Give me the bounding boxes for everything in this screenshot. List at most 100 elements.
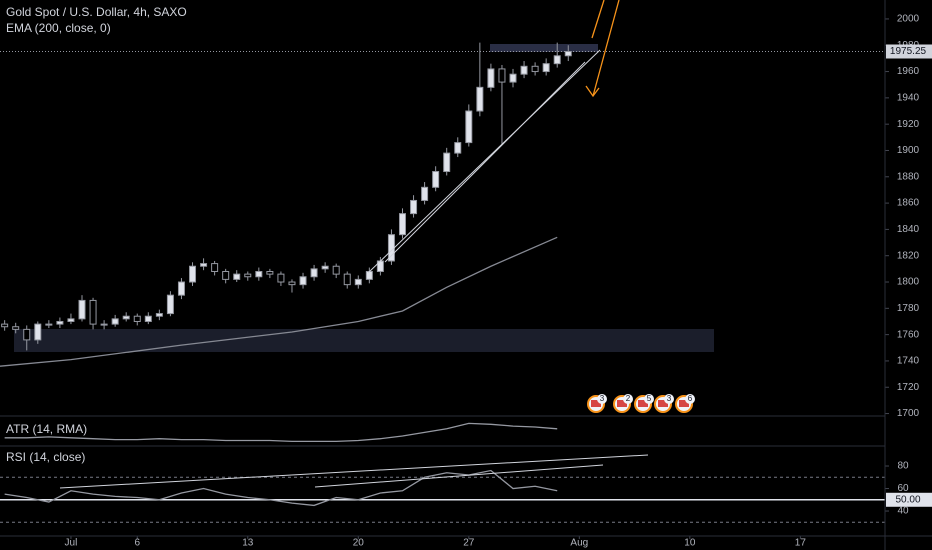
zone bbox=[14, 329, 714, 352]
candle-body bbox=[200, 263, 208, 267]
candle-body bbox=[155, 313, 163, 317]
event-badge bbox=[685, 394, 695, 404]
x-tick-label: 13 bbox=[242, 538, 254, 549]
x-tick-label: 20 bbox=[353, 538, 365, 549]
candle-body bbox=[133, 315, 141, 322]
y-tick-label: 1880 bbox=[897, 171, 920, 182]
y-tick-label: 1700 bbox=[897, 408, 920, 419]
y-tick-label: 40 bbox=[897, 506, 909, 517]
y-tick-label: 1840 bbox=[897, 224, 920, 235]
candle-body bbox=[1, 323, 9, 328]
zone bbox=[490, 44, 598, 52]
event-count: 3 bbox=[600, 394, 605, 403]
event-count: 3 bbox=[667, 394, 672, 403]
y-tick-label: 1860 bbox=[897, 198, 920, 209]
trend-line bbox=[314, 464, 604, 488]
x-tick-label: Aug bbox=[570, 538, 588, 549]
candle-body bbox=[45, 323, 53, 326]
candle-body bbox=[144, 315, 152, 322]
y-tick-label: 1960 bbox=[897, 66, 920, 77]
event-count: 5 bbox=[647, 394, 652, 403]
candle-body bbox=[23, 328, 31, 341]
candle-body bbox=[222, 270, 230, 280]
trend-line bbox=[59, 454, 649, 489]
candle-body bbox=[476, 86, 484, 112]
candle-body bbox=[332, 265, 340, 275]
y-tick-label: 80 bbox=[897, 461, 909, 472]
candle-body bbox=[553, 55, 561, 65]
candle-body bbox=[454, 142, 462, 154]
candle-body bbox=[310, 268, 318, 278]
x-tick-label: 6 bbox=[134, 538, 140, 549]
arrow bbox=[592, 0, 620, 97]
candle-body bbox=[34, 323, 42, 341]
chart-title: Gold Spot / U.S. Dollar, 4h, SAXO bbox=[6, 5, 187, 19]
candle-body bbox=[432, 171, 440, 188]
plot: 1700172017401760178018001820184018601880… bbox=[0, 14, 932, 549]
event-flag bbox=[638, 400, 648, 407]
event-badge bbox=[644, 394, 654, 404]
drawings bbox=[59, 0, 649, 489]
candle-body bbox=[498, 68, 506, 83]
y-tick-label: 60 bbox=[897, 483, 909, 494]
candle-body bbox=[255, 270, 263, 278]
candle-body bbox=[564, 50, 572, 57]
candle-body bbox=[89, 299, 97, 325]
x-tick-label: Jul bbox=[65, 538, 78, 549]
indicator-title: EMA (200, close, 0) bbox=[6, 21, 111, 35]
arrow-head bbox=[585, 85, 600, 98]
candle-body bbox=[509, 73, 517, 83]
candle-body bbox=[542, 63, 550, 73]
candle-body bbox=[277, 273, 285, 283]
y-tick-label: 1760 bbox=[897, 329, 920, 340]
ema-line bbox=[0, 236, 558, 367]
y-tick-label: 1900 bbox=[897, 145, 920, 156]
y-tick-label: 2000 bbox=[897, 14, 920, 25]
candle-body bbox=[211, 263, 219, 272]
event-flag bbox=[617, 400, 627, 407]
event-flag bbox=[591, 400, 601, 407]
candle-body bbox=[78, 299, 86, 320]
y-tick-label: 1800 bbox=[897, 277, 920, 288]
event-badge bbox=[623, 394, 633, 404]
candle-body bbox=[343, 273, 351, 286]
y-tick-label: 1920 bbox=[897, 119, 920, 130]
indicator-line bbox=[4, 469, 558, 507]
x-tick-label: 10 bbox=[684, 538, 696, 549]
candle-body bbox=[233, 273, 241, 280]
candle-body bbox=[111, 318, 119, 325]
candle-body bbox=[443, 152, 451, 173]
y-tick-label: 1780 bbox=[897, 303, 920, 314]
x-tick-label: 27 bbox=[463, 538, 475, 549]
indicator-line bbox=[4, 422, 558, 443]
midline-label: 50.00 bbox=[895, 494, 920, 505]
candle-body bbox=[189, 265, 197, 283]
candle-body bbox=[56, 320, 64, 325]
event-flag bbox=[679, 400, 689, 407]
trend-line bbox=[384, 61, 586, 263]
trend-line bbox=[367, 49, 601, 274]
candle-body bbox=[531, 65, 539, 73]
candle-body bbox=[100, 323, 108, 326]
candle-body bbox=[266, 270, 274, 275]
x-tick-label: 17 bbox=[795, 538, 807, 549]
candle-body bbox=[398, 213, 406, 236]
last-price-label: 1975.25 bbox=[890, 46, 927, 57]
event-badge bbox=[664, 394, 674, 404]
y-tick-label: 1820 bbox=[897, 250, 920, 261]
indicator-title: ATR (14, RMA) bbox=[6, 422, 87, 436]
event-count: 6 bbox=[688, 394, 693, 403]
drawings bbox=[14, 44, 714, 352]
y-tick-label: 1740 bbox=[897, 356, 920, 367]
indicator-title: RSI (14, close) bbox=[6, 450, 85, 464]
y-tick-label: 1940 bbox=[897, 93, 920, 104]
candle-body bbox=[365, 270, 373, 280]
candle-body bbox=[67, 318, 75, 322]
candle-body bbox=[166, 294, 174, 315]
candle-body bbox=[421, 186, 429, 201]
candle-body bbox=[177, 281, 185, 296]
y-tick-label: 1720 bbox=[897, 382, 920, 393]
event-flag bbox=[658, 400, 668, 407]
